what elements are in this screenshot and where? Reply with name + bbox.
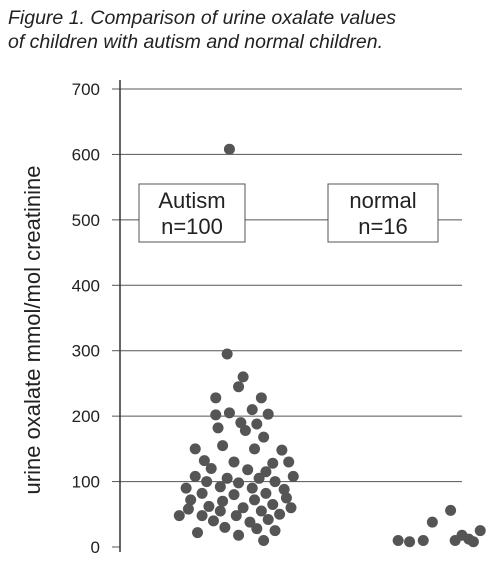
y-tick-label-700: 700 xyxy=(72,80,100,99)
data-point-s0-57 xyxy=(262,514,274,526)
caption-line-2: of children with autism and normal child… xyxy=(8,31,384,53)
data-point-s0-37 xyxy=(196,487,208,499)
data-point-s0-46 xyxy=(267,498,279,510)
data-point-s0-15 xyxy=(217,440,229,452)
data-point-s0-43 xyxy=(280,492,292,504)
caption-line-1: Figure 1. Comparison of urine oxalate va… xyxy=(8,7,397,29)
data-point-s0-42 xyxy=(249,494,261,506)
data-point-s0-22 xyxy=(283,456,295,468)
data-point-s0-8 xyxy=(210,409,222,421)
data-point-s0-39 xyxy=(260,487,272,499)
group-label-name-1: normal xyxy=(349,188,416,213)
data-point-s0-11 xyxy=(251,418,263,430)
y-axis-label: urine oxalate mmol/mol creatinine xyxy=(20,166,45,495)
data-point-s0-26 xyxy=(189,470,201,482)
data-point-s0-41 xyxy=(217,495,229,507)
data-point-s0-21 xyxy=(267,457,279,469)
data-point-s1-1 xyxy=(404,536,416,548)
data-point-s0-33 xyxy=(180,482,192,494)
data-point-s0-0 xyxy=(223,143,235,155)
data-point-s0-55 xyxy=(207,515,219,527)
data-point-s0-51 xyxy=(196,510,208,522)
y-tick-label-100: 100 xyxy=(72,473,100,492)
y-tick-label-300: 300 xyxy=(72,342,100,361)
data-point-s0-19 xyxy=(198,455,210,467)
data-point-s0-16 xyxy=(189,443,201,455)
data-point-s0-50 xyxy=(285,502,297,514)
data-point-s0-20 xyxy=(228,456,240,468)
data-point-s0-52 xyxy=(173,510,185,522)
data-point-s0-31 xyxy=(233,477,245,489)
data-point-s0-25 xyxy=(260,466,272,478)
y-tick-label-0: 0 xyxy=(91,538,100,557)
data-point-s0-34 xyxy=(214,481,226,493)
data-point-s0-18 xyxy=(276,444,288,456)
data-point-s1-0 xyxy=(392,534,404,546)
data-point-s0-40 xyxy=(185,494,197,506)
data-point-s0-14 xyxy=(258,431,270,443)
data-point-s1-9 xyxy=(467,536,479,548)
data-point-s0-59 xyxy=(192,527,204,539)
figure-caption: Figure 1. Comparison of urine oxalate va… xyxy=(8,6,496,54)
group-label-count-0: n=100 xyxy=(161,214,223,239)
data-point-s0-1 xyxy=(221,348,233,360)
data-point-s0-58 xyxy=(219,521,231,533)
data-point-s1-2 xyxy=(417,534,429,546)
data-point-s0-61 xyxy=(269,525,281,537)
data-point-s0-5 xyxy=(255,392,267,404)
data-point-s0-24 xyxy=(242,464,254,476)
y-tick-label-400: 400 xyxy=(72,276,100,295)
data-points xyxy=(173,143,486,548)
data-point-s0-38 xyxy=(228,489,240,501)
data-point-s0-56 xyxy=(244,516,256,528)
data-point-s0-49 xyxy=(255,505,267,517)
data-point-s0-13 xyxy=(239,425,251,437)
data-point-s1-4 xyxy=(445,504,457,516)
data-point-s0-62 xyxy=(233,529,245,541)
data-point-s0-47 xyxy=(182,503,194,515)
data-point-s0-60 xyxy=(251,523,263,535)
y-tick-label-500: 500 xyxy=(72,211,100,230)
data-point-s0-30 xyxy=(201,476,213,488)
data-point-s0-17 xyxy=(249,443,261,455)
data-point-s1-3 xyxy=(426,516,438,528)
data-point-s0-54 xyxy=(274,508,286,520)
data-point-s0-12 xyxy=(212,422,224,434)
data-point-s0-2 xyxy=(237,371,249,383)
data-point-s0-45 xyxy=(237,502,249,514)
data-point-s0-3 xyxy=(233,381,245,393)
y-tick-label-600: 600 xyxy=(72,145,100,164)
group-label-box-0 xyxy=(138,183,246,243)
y-tick-labels: 0 100 200 300 400 500 600 700 xyxy=(72,80,100,557)
data-point-s0-27 xyxy=(221,472,233,484)
data-point-s0-32 xyxy=(269,476,281,488)
data-point-s0-23 xyxy=(205,462,217,474)
y-tick-label-200: 200 xyxy=(72,407,100,426)
data-point-s0-53 xyxy=(230,510,242,522)
data-point-s0-6 xyxy=(223,407,235,419)
group-label-box-1 xyxy=(327,183,439,243)
data-point-s0-9 xyxy=(246,404,258,416)
group-label-count-1: n=16 xyxy=(358,214,408,239)
data-point-s0-4 xyxy=(210,392,222,404)
data-point-s0-7 xyxy=(262,408,274,420)
data-point-s0-63 xyxy=(258,534,270,546)
data-point-s0-29 xyxy=(287,470,299,482)
grid-layer xyxy=(112,88,462,548)
data-point-s0-48 xyxy=(214,505,226,517)
data-point-s0-35 xyxy=(246,482,258,494)
data-point-s1-8 xyxy=(474,525,486,537)
data-point-s0-44 xyxy=(203,500,215,512)
group-label-name-0: Autism xyxy=(158,188,225,213)
data-point-s0-36 xyxy=(278,483,290,495)
data-point-s0-28 xyxy=(253,472,265,484)
